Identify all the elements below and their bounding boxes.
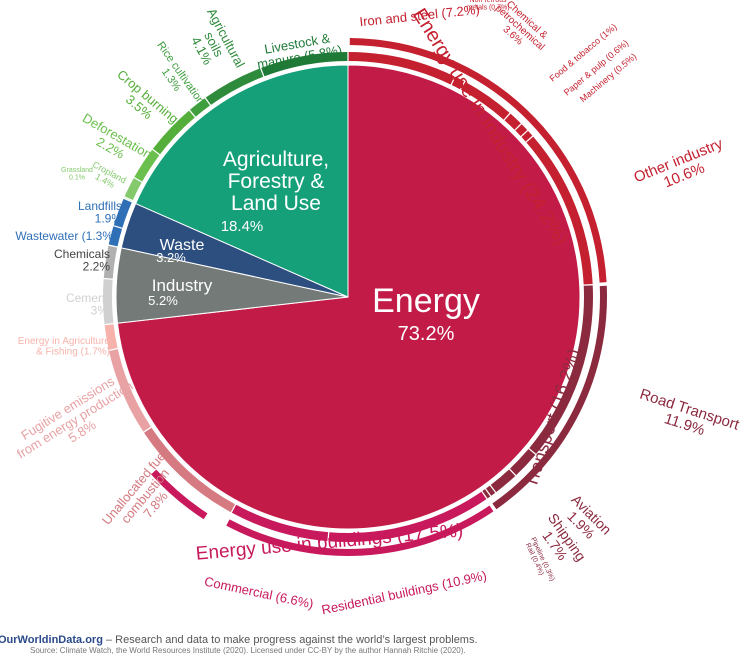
- ring-label-non-ferrous-line: metals (0.7%): [466, 4, 509, 11]
- ring-label-residential: Residential buildings (10.9%): [320, 568, 488, 618]
- ring-label-landfills-line: 1.9%: [95, 212, 123, 226]
- group-commercial-bracket: [151, 469, 208, 520]
- center-pie: [115, 64, 581, 530]
- center-value-waste-line: 3.2%: [156, 250, 186, 265]
- ring-label-energy-agriculture-line: & Fishing (1.7%): [36, 347, 110, 358]
- ring-food-tobacco-1: [504, 113, 521, 130]
- group-arcs: [151, 38, 608, 557]
- ring-machinery-0-5: [521, 130, 533, 142]
- ring-label-landfills: Landfills 1.9%: [78, 199, 122, 226]
- ring-fugitive-emissions-from-energy-production-5-8: [109, 349, 151, 432]
- ring-label-non-ferrous: Non-ferrous metals (0.7%): [466, 0, 509, 11]
- ring-pipeline-0-3: [482, 489, 491, 499]
- center-value-agriculture: 18.4%: [221, 218, 264, 235]
- slice-agriculture-forestry-land-use: [135, 64, 349, 298]
- center-value-industry: 5.2%: [148, 293, 178, 308]
- ring-label-cement-line: Cement: [66, 291, 109, 305]
- ring-road-transport-11-9: [529, 285, 593, 454]
- center-label-waste-line: Waste: [160, 237, 205, 254]
- ring-label-fugitive: Fugitive emissionsfrom energy production…: [7, 366, 143, 473]
- center-value-industry-line: 5.2%: [148, 293, 178, 308]
- ring-chemicals-2-2: [103, 245, 118, 279]
- ring-label-ag-soils: Agriculturalsoils4.1%: [180, 6, 248, 83]
- ring-rail-0-4: [486, 485, 496, 496]
- ring-grassland-0-1: [124, 197, 133, 202]
- group-energy-use-in-buildings-17-5: [226, 505, 494, 557]
- center-label-waste: Waste: [160, 237, 205, 254]
- ring-unallocated-fuel-combustion-7-8: [144, 427, 236, 513]
- ring-residential-buildings-10-9: [328, 491, 487, 542]
- center-value-waste: 3.2%: [156, 250, 186, 265]
- ring-label-chemical: Chemical &petrochemical3.6%: [486, 0, 554, 61]
- ring-label-commercial-line: Commercial (6.6%): [203, 574, 315, 612]
- center-label-industry-line: Industry: [152, 276, 213, 295]
- center-label-agriculture-line: Land Use: [231, 192, 321, 215]
- ring-label-wastewater: Wastewater (1.3%): [15, 229, 117, 243]
- ring-label-grassland: Grassland 0.1%: [61, 167, 93, 181]
- ring-cropland-1-4: [124, 178, 142, 200]
- ring-commercial-6-6: [231, 504, 329, 542]
- ring-label-energy-agriculture: Energy in Agriculture & Fishing (1.7%): [18, 336, 111, 358]
- ring-label-residential-line: Residential buildings (10.9%): [320, 568, 488, 618]
- ring-label-grassland-line: 0.1%: [69, 174, 85, 181]
- outer-ring: [102, 52, 593, 542]
- ring-deforestation-2-2: [134, 149, 160, 182]
- ring-label-wastewater-line: Wastewater (1.3%): [15, 229, 117, 243]
- ring-label-landfills-line: Landfills: [78, 199, 122, 213]
- ring-label-grassland-line: Grassland: [61, 167, 93, 174]
- center-label-energy-line: Energy: [372, 282, 480, 320]
- ring-label-energy-agriculture-line: Energy in Agriculture: [18, 336, 111, 347]
- ring-label-chemicals: Chemicals 2.2%: [54, 247, 110, 274]
- ring-label-cement: Cement 3%: [66, 291, 109, 318]
- ring-cement-3: [102, 279, 114, 325]
- ring-aviation-1-9: [510, 449, 536, 476]
- ring-landfills-1-9: [113, 198, 132, 228]
- ring-label-fugitive-line: from energy production: [14, 378, 135, 462]
- slice-energy: [116, 64, 581, 530]
- ring-label-other-industry: Other industry10.6%: [631, 135, 731, 201]
- center-value-energy: 73.2%: [398, 323, 455, 345]
- center-value-energy-line: 73.2%: [398, 323, 455, 345]
- ring-chemical-petrochemical-3-6: [460, 81, 510, 120]
- ring-other-industry-10-6: [526, 136, 593, 285]
- center-value-agriculture-line: 18.4%: [221, 218, 264, 235]
- footer-brand[interactable]: OurWorldinData.org: [0, 634, 103, 646]
- ring-label-road: Road Transport11.9%: [633, 386, 742, 449]
- ring-rice-cultivation-1-3: [189, 98, 210, 117]
- ring-energy-in-agriculture-fishing-1-7: [104, 324, 118, 350]
- ring-label-non-ferrous-line: Non-ferrous: [470, 0, 507, 4]
- center-label-agriculture-line: Agriculture,: [223, 148, 329, 171]
- ring-agricultural-soils-4-1: [205, 68, 264, 105]
- center-label-agriculture: Agriculture, Forestry & Land Use: [223, 148, 329, 215]
- ring-non-ferrous-metals-0-7: [451, 76, 465, 90]
- ring-label-cropland: Cropland1.4%: [86, 159, 127, 193]
- center-label-industry: Industry: [152, 276, 213, 295]
- group-transport-16-2: [492, 285, 608, 510]
- center-label-agriculture-line: Forestry &: [228, 170, 325, 193]
- ring-crop-burning-3-5: [152, 110, 195, 155]
- ring-label-commercial: Commercial (6.6%): [203, 574, 315, 612]
- ring-iron-and-steel-7-2: [348, 52, 455, 85]
- center-label-energy: Energy: [372, 282, 480, 320]
- ring-livestock-manure-5-8: [261, 52, 348, 77]
- ring-wastewater-1-3: [108, 226, 123, 247]
- ring-shipping-1-7: [490, 469, 516, 493]
- ring-paper-pulp-0-6: [515, 124, 528, 137]
- footer-text: – Research and data to make progress aga…: [102, 634, 478, 646]
- ring-label-cement-line: 3%: [91, 304, 109, 318]
- ring-label-chemicals-line: 2.2%: [83, 260, 111, 274]
- footer: OurWorldinData.org – Research and data t…: [0, 634, 478, 646]
- ring-label-chemicals-line: Chemicals: [54, 247, 110, 261]
